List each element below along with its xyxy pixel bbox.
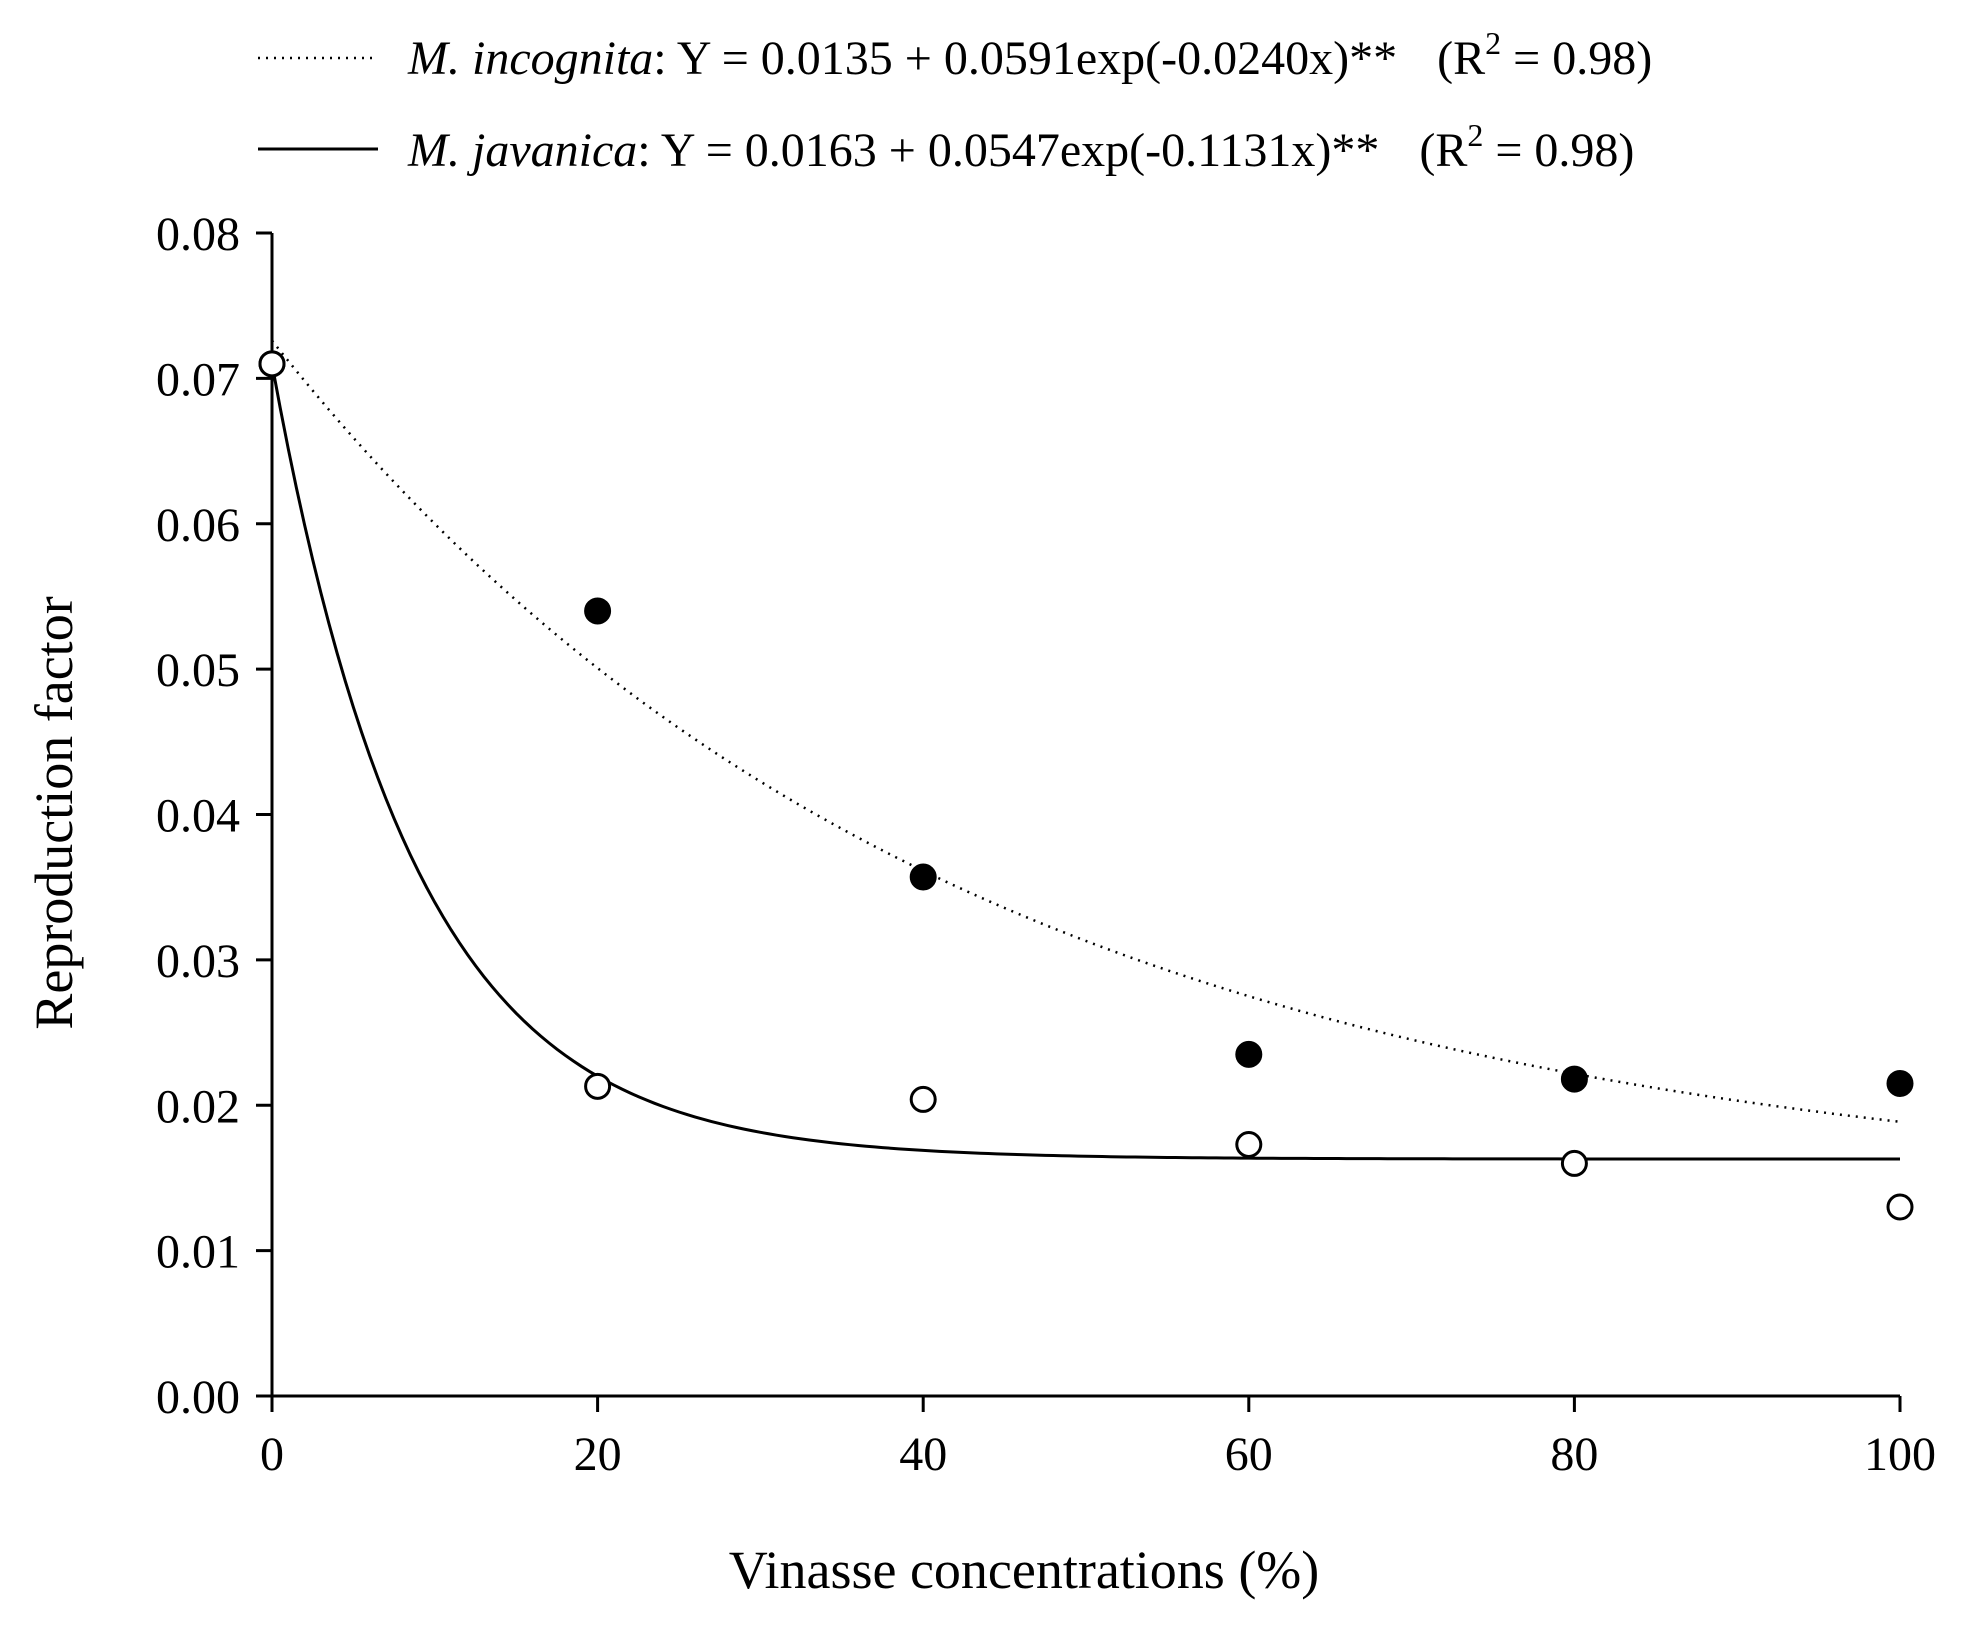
x-tick-label: 0 [260, 1428, 284, 1481]
x-axis-title: Vinasse concentrations (%) [729, 1540, 1320, 1600]
y-tick-label: 0.06 [156, 499, 240, 552]
data-point-m-javanica [584, 1072, 612, 1100]
data-point-m-incognita [1235, 1040, 1263, 1068]
x-tick-label: 40 [899, 1428, 947, 1481]
fit-curve-m-incognita [271, 339, 1901, 1124]
legend-equation: : Y = 0.0163 + 0.0547exp(-0.1131x)** [637, 124, 1379, 177]
data-point-m-javanica [909, 1085, 937, 1113]
legend-r2-prefix: (R [1437, 32, 1485, 85]
data-points [258, 350, 1914, 1221]
legend-entry-m-incognita: M. incognita: Y = 0.0135 + 0.0591exp(-0.… [407, 25, 1652, 85]
y-tick-label: 0.07 [156, 353, 240, 406]
data-point-m-incognita [1886, 1069, 1914, 1097]
legend-r2-prefix: (R [1419, 124, 1467, 177]
y-tick-label: 0.04 [156, 790, 240, 843]
y-tick-label: 0.00 [156, 1371, 240, 1424]
y-tick-label: 0.05 [156, 644, 240, 697]
legend-series-name: M. javanica [407, 124, 637, 177]
fit-curves [270, 339, 1901, 1161]
data-point-m-javanica [258, 350, 286, 378]
x-tick-label: 60 [1225, 1428, 1273, 1481]
legend-series-name: M. incognita [407, 32, 653, 85]
x-tick-label: 20 [574, 1428, 622, 1481]
x-tick-label: 80 [1550, 1428, 1598, 1481]
y-tick-label: 0.03 [156, 935, 240, 988]
legend-r2-exponent: 2 [1467, 117, 1483, 153]
y-tick-label: 0.02 [156, 1080, 240, 1133]
legend-equation: : Y = 0.0135 + 0.0591exp(-0.0240x)** [653, 32, 1397, 85]
legend: M. incognita: Y = 0.0135 + 0.0591exp(-0.… [258, 25, 1652, 177]
y-tick-label: 0.08 [156, 208, 240, 261]
data-point-m-incognita [1560, 1065, 1588, 1093]
axes: 0 20 40 60 80 100 0.00 0.01 0.02 0.03 0.04 0.05 0.06… [156, 208, 1936, 1481]
legend-r2-suffix: = 0.98) [1501, 32, 1652, 85]
y-tick-label: 0.01 [156, 1226, 240, 1279]
fit-curve-m-javanica [270, 363, 1900, 1161]
x-tick-label: 100 [1864, 1428, 1936, 1481]
y-axis-title: Reproduction factor [24, 596, 84, 1029]
data-point-m-incognita [584, 597, 612, 625]
legend-r2-suffix: = 0.98) [1483, 124, 1634, 177]
data-point-m-javanica [1235, 1131, 1263, 1159]
data-point-m-javanica [1560, 1149, 1588, 1177]
legend-entry-m-javanica: M. javanica: Y = 0.0163 + 0.0547exp(-0.1… [407, 117, 1634, 177]
legend-r2-exponent: 2 [1485, 25, 1501, 61]
data-point-m-incognita [909, 863, 937, 891]
data-point-m-javanica [1886, 1193, 1914, 1221]
